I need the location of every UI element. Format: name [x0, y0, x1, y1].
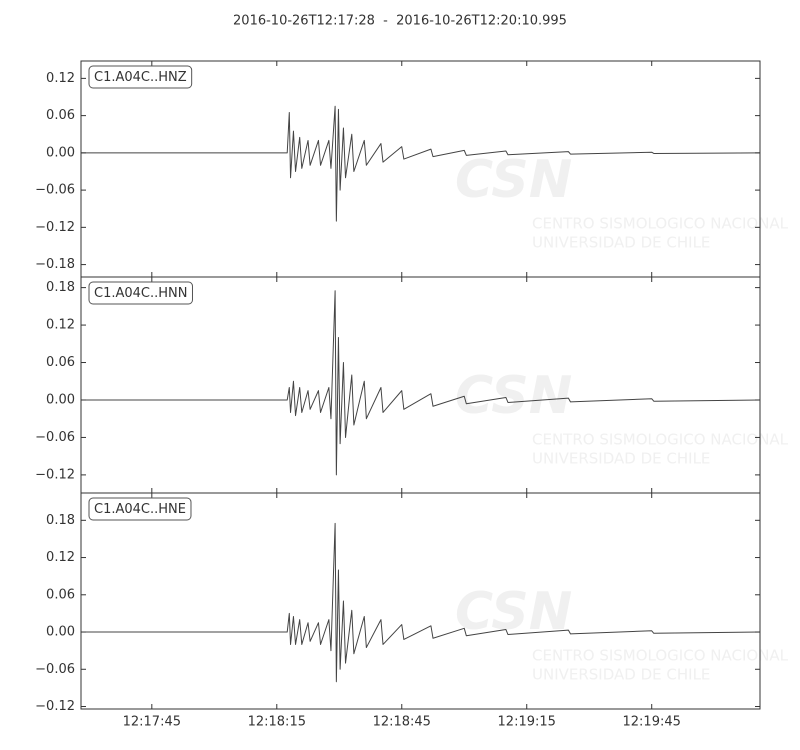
x-tick-label: 12:18:45 [373, 715, 431, 730]
y-tick-label: −0.06 [35, 430, 75, 445]
y-tick-label: 0.00 [46, 392, 75, 407]
y-tick-label: 0.06 [46, 108, 75, 123]
watermark-line: CENTRO SISMOLOGICO NACIONAL [532, 215, 789, 233]
y-tick-label: 0.06 [46, 355, 75, 370]
waveform [81, 290, 761, 476]
watermark-logo: CSN [455, 582, 572, 642]
waveform [81, 522, 761, 683]
y-tick-label: 0.00 [46, 145, 75, 160]
y-tick-label: 0.12 [46, 550, 75, 565]
panel-frame [80, 492, 761, 710]
y-tick-label: 0.12 [46, 318, 75, 333]
y-tick-label: −0.06 [35, 662, 75, 677]
legend-label: C1.A04C..HNE [94, 502, 186, 517]
watermark-line: UNIVERSIDAD DE CHILE [532, 234, 710, 252]
watermark-logo: CSN [455, 366, 572, 426]
watermark-line: UNIVERSIDAD DE CHILE [532, 450, 710, 468]
chart-title: 2016-10-26T12:17:28 - 2016-10-26T12:20:1… [233, 14, 567, 29]
x-tick-label: 12:18:15 [248, 715, 306, 730]
y-tick-label: 0.06 [46, 587, 75, 602]
legend-box [88, 281, 193, 305]
y-tick-label: −0.12 [35, 220, 75, 235]
y-tick-label: −0.12 [35, 467, 75, 482]
watermark-line: CENTRO SISMOLOGICO NACIONAL [532, 431, 789, 449]
y-tick-label: −0.06 [35, 183, 75, 198]
y-tick-label: 0.18 [46, 513, 75, 528]
y-tick-label: −0.12 [35, 699, 75, 714]
watermark-logo: CSN [455, 150, 572, 210]
x-tick-label: 12:19:15 [498, 715, 556, 730]
x-tick-label: 12:19:45 [623, 715, 681, 730]
legend-box [88, 65, 193, 89]
legend-label: C1.A04C..HNZ [94, 70, 187, 85]
legend-label: C1.A04C..HNN [94, 286, 187, 301]
y-tick-label: 0.18 [46, 280, 75, 295]
legend-box [88, 497, 192, 521]
x-tick-label: 12:17:45 [123, 715, 181, 730]
y-tick-label: 0.00 [46, 625, 75, 640]
y-tick-label: 0.12 [46, 71, 75, 86]
watermark-line: UNIVERSIDAD DE CHILE [532, 666, 710, 684]
y-tick-label: −0.18 [35, 257, 75, 272]
watermark-line: CENTRO SISMOLOGICO NACIONAL [532, 647, 789, 665]
waveform [81, 105, 761, 222]
